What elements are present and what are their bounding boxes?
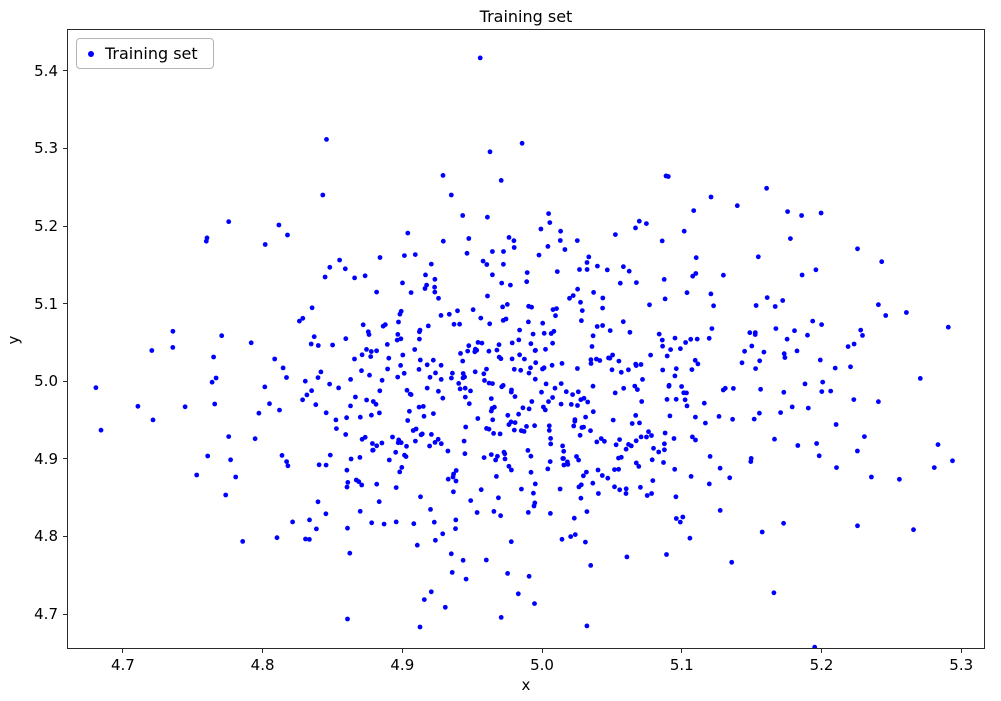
- legend: Training set: [76, 38, 214, 69]
- y-tick-label: 5.3: [34, 139, 58, 158]
- x-tick-label: 5.3: [949, 656, 974, 674]
- y-tick-label: 5.2: [34, 217, 58, 236]
- plot-title: Training set: [479, 7, 573, 26]
- y-tick-mark: [63, 613, 67, 615]
- x-tick-label: 5.0: [530, 656, 554, 674]
- y-axis-label: y: [4, 335, 23, 345]
- y-tick-mark: [63, 147, 67, 149]
- y-tick-mark: [63, 535, 67, 537]
- x-tick-label: 4.8: [250, 656, 275, 674]
- x-tick-label: 5.2: [809, 656, 834, 674]
- y-tick-label: 5.4: [34, 61, 58, 80]
- y-tick-label: 5.0: [34, 372, 58, 391]
- scatter-points-layer: [93, 55, 955, 648]
- y-tick-label: 4.8: [34, 527, 58, 546]
- x-tick-mark: [960, 649, 962, 653]
- x-tick-mark: [122, 649, 124, 653]
- x-tick-mark: [541, 649, 543, 653]
- y-tick-label: 4.9: [34, 449, 58, 468]
- y-tick-mark: [63, 380, 67, 382]
- legend-marker-icon: [88, 50, 94, 57]
- y-tick-mark: [63, 458, 67, 460]
- x-tick-mark: [401, 649, 403, 653]
- y-tick-mark: [63, 303, 67, 305]
- legend-label: Training set: [105, 44, 198, 63]
- x-tick-label: 4.9: [390, 656, 415, 674]
- x-tick-label: 4.7: [110, 656, 135, 674]
- y-tick-label: 4.7: [34, 605, 58, 624]
- x-tick-label: 5.1: [669, 656, 694, 674]
- x-tick-mark: [262, 649, 264, 653]
- x-axis-label: x: [521, 676, 531, 694]
- x-tick-mark: [821, 649, 823, 653]
- x-tick-mark: [681, 649, 683, 653]
- plot-area: Training set: [67, 29, 985, 649]
- y-tick-mark: [63, 225, 67, 227]
- y-tick-mark: [63, 70, 67, 72]
- y-tick-label: 5.1: [34, 294, 58, 313]
